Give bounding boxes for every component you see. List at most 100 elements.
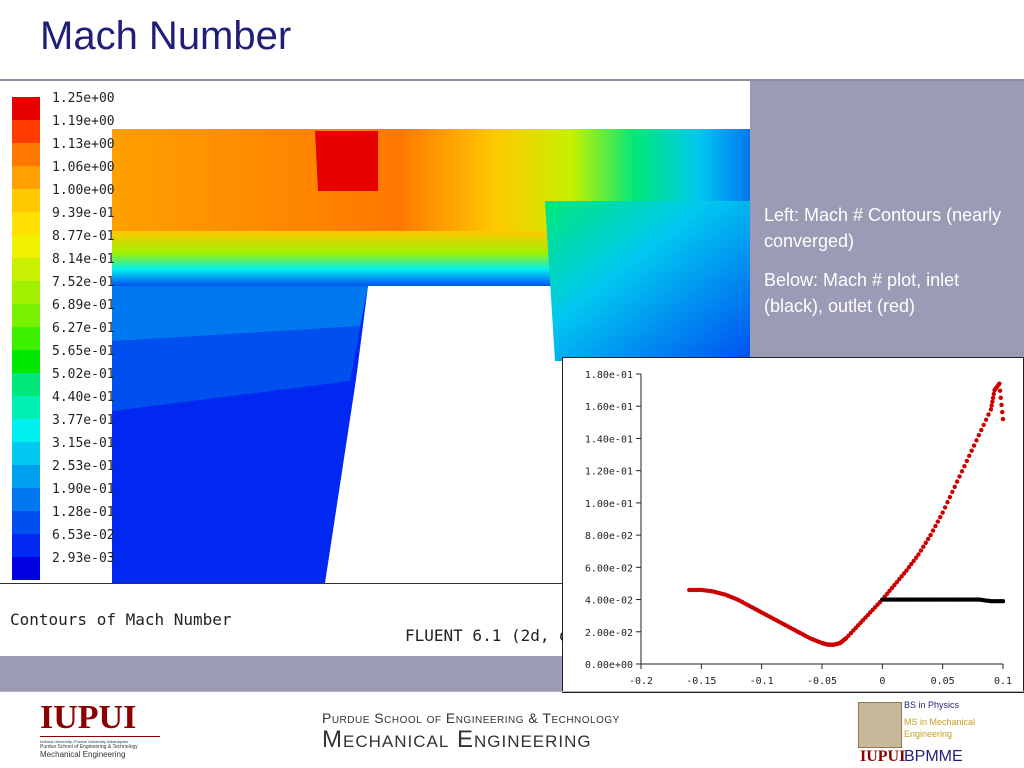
data-point — [884, 591, 890, 596]
x-tick-label: -0.2 — [629, 676, 653, 687]
legend-label: 1.06e+00 — [52, 160, 115, 175]
legend-swatch — [12, 488, 40, 511]
data-point — [904, 568, 909, 573]
data-point — [899, 574, 904, 579]
legend-swatch — [12, 212, 40, 235]
legend-label: 6.53e-02 — [52, 528, 115, 543]
data-point — [933, 523, 938, 529]
legend-label: 2.93e-03 — [52, 551, 115, 566]
legend-swatch — [12, 465, 40, 488]
legend-label: 5.65e-01 — [52, 344, 115, 359]
school-wordmark: Purdue School of Engineering & Technolog… — [322, 710, 702, 754]
data-point — [906, 565, 912, 570]
y-tick-label: 8.00e-02 — [585, 531, 633, 542]
data-point — [930, 528, 936, 533]
data-point — [928, 532, 933, 538]
legend-swatch — [12, 258, 40, 281]
legend-entry: 1.19e+00 — [12, 114, 132, 143]
data-point — [986, 412, 991, 417]
data-point — [1000, 409, 1005, 415]
legend-entry: 6.53e-02 — [12, 528, 132, 557]
legend-label: 3.15e-01 — [52, 436, 115, 451]
y-tick-label: 4.00e-02 — [585, 596, 633, 607]
data-point — [950, 489, 955, 495]
data-point — [979, 427, 984, 433]
y-tick-label: 1.80e-01 — [585, 370, 633, 381]
data-point — [1000, 598, 1006, 604]
legend-entry: 4.40e-01 — [12, 390, 132, 419]
legend-label: 5.02e-01 — [52, 367, 115, 382]
bpmme-line2: MS in Mechanical Engineering — [904, 717, 976, 739]
bpmme-logo: BS in Physics MS in Mechanical Engineeri… — [858, 700, 998, 766]
bpmme-iupui: IUPUI — [860, 748, 906, 765]
legend-label: 1.25e+00 — [52, 91, 115, 106]
note-plot: Below: Mach # plot, inlet (black), outle… — [764, 270, 960, 316]
legend-swatch — [12, 442, 40, 465]
legend-entry: 6.27e-01 — [12, 321, 132, 350]
y-tick-label: 1.40e-01 — [585, 434, 633, 445]
legend-label: 1.19e+00 — [52, 114, 115, 129]
legend-swatch — [12, 304, 40, 327]
data-point — [990, 395, 996, 401]
data-point — [991, 391, 997, 397]
data-point — [935, 519, 941, 524]
data-point — [989, 403, 994, 408]
data-point — [967, 453, 972, 459]
legend-label: 8.77e-01 — [52, 229, 115, 244]
legend-entry: 1.90e-01 — [12, 482, 132, 511]
legend-label: 3.77e-01 — [52, 413, 115, 428]
legend-entry: 6.89e-01 — [12, 298, 132, 327]
note-contours: Left: Mach # Contours (nearly converged) — [764, 205, 1002, 251]
data-point — [938, 514, 943, 520]
legend-entry: 7.52e-01 — [12, 275, 132, 304]
bpmme-wordmark: BPMME — [904, 748, 963, 765]
legend-label: 9.39e-01 — [52, 206, 115, 221]
data-point — [962, 463, 967, 469]
data-point — [897, 577, 902, 582]
legend-label: 1.90e-01 — [52, 482, 115, 497]
legend-entry: 8.14e-01 — [12, 252, 132, 281]
legend-entry: 9.39e-01 — [12, 206, 132, 235]
legend-entry: 2.93e-03 — [12, 551, 132, 580]
data-point — [998, 395, 1004, 401]
legend-entry: 1.25e+00 — [12, 91, 132, 120]
x-tick-label: -0.1 — [750, 676, 774, 687]
footer-divider — [0, 691, 1024, 692]
iupui-line1: Indiana University–Purdue University Ind… — [40, 736, 160, 744]
x-tick-label: 0.05 — [931, 676, 955, 687]
school-name: Purdue School of Engineering & Technolog… — [322, 710, 620, 726]
x-tick-label: -0.05 — [807, 676, 837, 687]
data-point — [954, 479, 960, 484]
data-point — [983, 417, 989, 422]
y-tick-label: 1.20e-01 — [585, 467, 633, 478]
data-point — [959, 469, 965, 474]
data-point — [894, 579, 900, 585]
legend-entry: 1.13e+00 — [12, 137, 132, 166]
contour-field — [0, 81, 750, 583]
data-point — [901, 571, 907, 576]
legend-label: 1.13e+00 — [52, 137, 115, 152]
data-point — [889, 585, 895, 591]
legend-label: 6.27e-01 — [52, 321, 115, 336]
slide-title: Mach Number — [40, 14, 292, 58]
bpmme-line1: BS in Physics — [904, 700, 960, 710]
legend-entry: 1.28e-01 — [12, 505, 132, 534]
data-point — [988, 407, 994, 412]
data-point — [952, 484, 957, 489]
legend-entry: 3.15e-01 — [12, 436, 132, 465]
legend-swatch — [12, 534, 40, 557]
data-point — [916, 552, 921, 557]
department-name: Mechanical Engineering — [322, 726, 592, 753]
data-point — [940, 510, 945, 515]
legend-swatch — [12, 120, 40, 143]
iupui-line2: Purdue School of Engineering & Technolog… — [40, 744, 138, 750]
legend-label: 4.40e-01 — [52, 390, 115, 405]
legend-swatch — [12, 419, 40, 442]
legend-entry: 5.65e-01 — [12, 344, 132, 373]
legend-swatch — [12, 143, 40, 166]
legend-label: 1.28e-01 — [52, 505, 115, 520]
data-point — [990, 399, 995, 404]
x-tick-label: 0.1 — [994, 676, 1012, 687]
data-point — [909, 561, 914, 567]
legend-swatch — [12, 557, 40, 580]
